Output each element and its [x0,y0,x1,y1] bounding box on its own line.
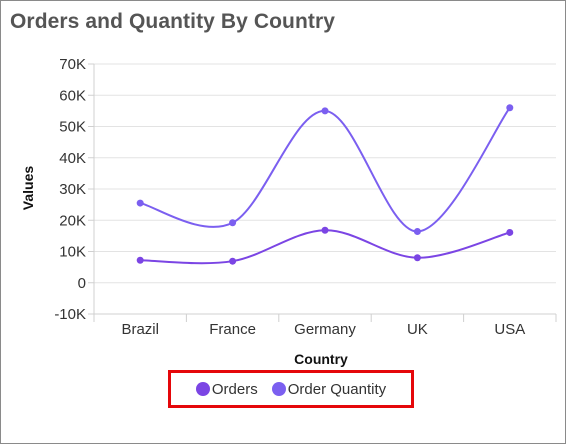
x-tick-label: UK [407,321,428,338]
legend: Orders Order Quantity [168,370,414,408]
y-tick-label: 30K [59,181,86,198]
y-axis-title: Values [20,166,36,211]
x-tick-label: Brazil [121,321,159,338]
legend-swatch-order-quantity [271,382,286,396]
y-tick-label: 60K [59,87,86,104]
data-point-orders-germany[interactable] [321,226,329,234]
data-point-order-quantity-france[interactable] [229,219,237,227]
data-point-orders-usa[interactable] [506,228,514,236]
legend-label-order-quantity: Order Quantity [287,380,387,398]
legend-label-orders: Orders [211,380,258,398]
x-tick-label: Germany [294,321,356,338]
y-tick-label: 10K [59,244,86,261]
y-tick-label: 0 [78,275,86,292]
legend-item-order-quantity[interactable]: Order Quantity [271,380,387,398]
series-line-orders [140,229,511,265]
x-tick-label: USA [494,321,525,338]
x-axis-title: Country [294,351,348,367]
data-point-order-quantity-usa[interactable] [506,104,514,112]
chart-title: Orders and Quantity By Country [10,10,336,33]
series-line-order-quantity [139,107,511,233]
legend-item-orders[interactable]: Orders [195,380,258,398]
data-point-orders-uk[interactable] [413,254,421,262]
data-point-orders-france[interactable] [229,257,237,265]
data-point-orders-brazil[interactable] [136,256,144,264]
y-tick-label: 40K [59,150,86,167]
data-point-order-quantity-uk[interactable] [413,228,421,235]
y-tick-label: 50K [59,119,86,136]
data-point-order-quantity-germany[interactable] [321,107,329,115]
x-tick-label: France [209,321,256,338]
y-tick-label: 70K [59,56,86,73]
y-tick-label: -10K [54,306,86,323]
legend-swatch-orders [195,382,210,396]
data-point-order-quantity-brazil[interactable] [136,199,144,207]
y-tick-label: 20K [59,212,86,229]
